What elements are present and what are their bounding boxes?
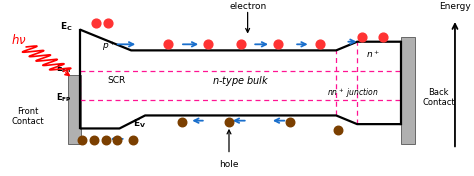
Text: $n$-type bulk: $n$-type bulk (212, 74, 269, 88)
Point (358, 35, 365, 38)
Point (286, 120, 293, 123)
Point (92, 22, 100, 25)
Point (335, 129, 342, 132)
Text: $n^+$: $n^+$ (366, 48, 381, 60)
Text: Front
Contact: Front Contact (11, 107, 44, 126)
Point (379, 35, 386, 38)
Text: Back
Contact: Back Contact (422, 87, 455, 107)
Point (179, 120, 186, 123)
Bar (68, 75, 82, 144)
Text: hole: hole (219, 160, 239, 169)
Point (237, 43, 245, 46)
Text: $nn^+$ junction: $nn^+$ junction (327, 86, 378, 100)
Text: electron: electron (229, 2, 266, 11)
Point (130, 138, 137, 141)
Text: $\mathbf{E_V}$: $\mathbf{E_V}$ (134, 118, 146, 130)
Point (78, 138, 86, 141)
Point (102, 138, 109, 141)
Text: $\mathbf{E_{Fn}}$: $\mathbf{E_{Fn}}$ (56, 62, 72, 75)
Text: Energy: Energy (439, 2, 471, 11)
Point (113, 138, 121, 141)
Point (204, 43, 212, 46)
Point (164, 43, 172, 46)
Text: $p^+$: $p^+$ (102, 39, 116, 53)
Point (274, 43, 282, 46)
Text: SCR: SCR (107, 76, 125, 85)
Text: $\mathbf{E_C}$: $\mathbf{E_C}$ (60, 21, 73, 33)
Point (90, 138, 98, 141)
Point (225, 120, 233, 123)
Bar (401, 36, 415, 144)
Point (316, 43, 324, 46)
Point (104, 22, 112, 25)
Text: $h\nu$: $h\nu$ (11, 33, 27, 47)
Text: $\mathbf{E_{FP}}$: $\mathbf{E_{FP}}$ (56, 92, 72, 104)
